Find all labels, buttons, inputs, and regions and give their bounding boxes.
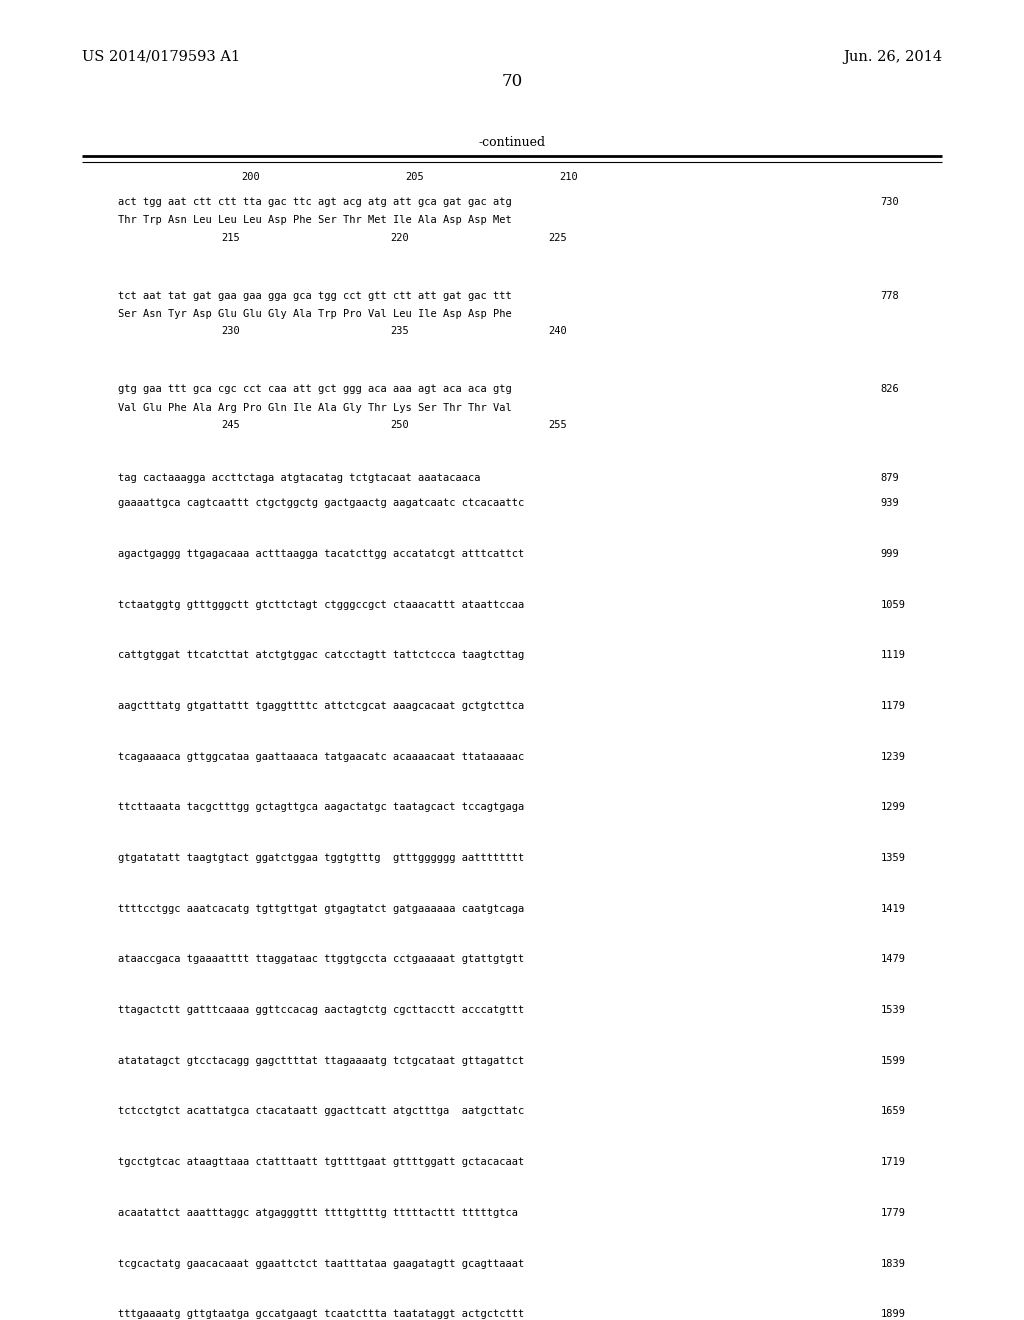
Text: 1119: 1119 [881, 651, 905, 660]
Text: ttcttaaata tacgctttgg gctagttgca aagactatgc taatagcact tccagtgaga: ttcttaaata tacgctttgg gctagttgca aagacta… [118, 803, 524, 812]
Text: tgcctgtcac ataagttaaa ctatttaatt tgttttgaat gttttggatt gctacacaat: tgcctgtcac ataagttaaa ctatttaatt tgttttg… [118, 1158, 524, 1167]
Text: 1359: 1359 [881, 853, 905, 863]
Text: 70: 70 [502, 74, 522, 90]
Text: 210: 210 [559, 172, 578, 182]
Text: 1719: 1719 [881, 1158, 905, 1167]
Text: 1839: 1839 [881, 1258, 905, 1269]
Text: ataaccgaca tgaaaatttt ttaggataac ttggtgccta cctgaaaaat gtattgtgtt: ataaccgaca tgaaaatttt ttaggataac ttggtgc… [118, 954, 524, 965]
Text: 1539: 1539 [881, 1005, 905, 1015]
Text: agactgaggg ttgagacaaa actttaagga tacatcttgg accatatcgt atttcattct: agactgaggg ttgagacaaa actttaagga tacatct… [118, 549, 524, 558]
Text: US 2014/0179593 A1: US 2014/0179593 A1 [82, 50, 240, 63]
Text: 826: 826 [881, 384, 899, 395]
Text: 220: 220 [390, 232, 409, 243]
Text: tag cactaaagga accttctaga atgtacatag tctgtacaat aaatacaaca: tag cactaaagga accttctaga atgtacatag tct… [118, 473, 480, 483]
Text: atatatagct gtcctacagg gagcttttat ttagaaaatg tctgcataat gttagattct: atatatagct gtcctacagg gagcttttat ttagaaa… [118, 1056, 524, 1065]
Text: 730: 730 [881, 197, 899, 207]
Text: ttttcctggc aaatcacatg tgttgttgat gtgagtatct gatgaaaaaa caatgtcaga: ttttcctggc aaatcacatg tgttgttgat gtgagta… [118, 904, 524, 913]
Text: tctaatggtg gtttgggctt gtcttctagt ctgggccgct ctaaacattt ataattccaa: tctaatggtg gtttgggctt gtcttctagt ctgggcc… [118, 599, 524, 610]
Text: 235: 235 [390, 326, 409, 337]
Text: 215: 215 [221, 232, 240, 243]
Text: 230: 230 [221, 326, 240, 337]
Text: 1659: 1659 [881, 1106, 905, 1117]
Text: aagctttatg gtgattattt tgaggttttc attctcgcat aaagcacaat gctgtcttca: aagctttatg gtgattattt tgaggttttc attctcg… [118, 701, 524, 711]
Text: tctcctgtct acattatgca ctacataatt ggacttcatt atgctttga  aatgcttatc: tctcctgtct acattatgca ctacataatt ggacttc… [118, 1106, 524, 1117]
Text: 1239: 1239 [881, 751, 905, 762]
Text: 1599: 1599 [881, 1056, 905, 1065]
Text: Thr Trp Asn Leu Leu Leu Asp Phe Ser Thr Met Ile Ala Asp Asp Met: Thr Trp Asn Leu Leu Leu Asp Phe Ser Thr … [118, 215, 512, 226]
Text: act tgg aat ctt ctt tta gac ttc agt acg atg att gca gat gac atg: act tgg aat ctt ctt tta gac ttc agt acg … [118, 197, 512, 207]
Text: tcagaaaaca gttggcataa gaattaaaca tatgaacatc acaaaacaat ttataaaaac: tcagaaaaca gttggcataa gaattaaaca tatgaac… [118, 751, 524, 762]
Text: 1479: 1479 [881, 954, 905, 965]
Text: 778: 778 [881, 290, 899, 301]
Text: Ser Asn Tyr Asp Glu Glu Gly Ala Trp Pro Val Leu Ile Asp Asp Phe: Ser Asn Tyr Asp Glu Glu Gly Ala Trp Pro … [118, 309, 512, 319]
Text: cattgtggat ttcatcttat atctgtggac catcctagtt tattctccca taagtcttag: cattgtggat ttcatcttat atctgtggac catccta… [118, 651, 524, 660]
Text: 225: 225 [549, 232, 567, 243]
Text: 999: 999 [881, 549, 899, 558]
Text: 1779: 1779 [881, 1208, 905, 1218]
Text: tttgaaaatg gttgtaatga gccatgaagt tcaatcttta taatataggt actgctcttt: tttgaaaatg gttgtaatga gccatgaagt tcaatct… [118, 1309, 524, 1319]
Text: tct aat tat gat gaa gaa gga gca tgg cct gtt ctt att gat gac ttt: tct aat tat gat gaa gaa gga gca tgg cct … [118, 290, 512, 301]
Text: ttagactctt gatttcaaaa ggttccacag aactagtctg cgcttacctt acccatgttt: ttagactctt gatttcaaaa ggttccacag aactagt… [118, 1005, 524, 1015]
Text: 245: 245 [221, 420, 240, 430]
Text: 250: 250 [390, 420, 409, 430]
Text: 1419: 1419 [881, 904, 905, 913]
Text: 200: 200 [242, 172, 260, 182]
Text: 1899: 1899 [881, 1309, 905, 1319]
Text: gtgatatatt taagtgtact ggatctggaa tggtgtttg  gtttgggggg aatttttttt: gtgatatatt taagtgtact ggatctggaa tggtgtt… [118, 853, 524, 863]
Text: gaaaattgca cagtcaattt ctgctggctg gactgaactg aagatcaatc ctcacaattc: gaaaattgca cagtcaattt ctgctggctg gactgaa… [118, 498, 524, 508]
Text: -continued: -continued [478, 136, 546, 149]
Text: 240: 240 [549, 326, 567, 337]
Text: 255: 255 [549, 420, 567, 430]
Text: 879: 879 [881, 473, 899, 483]
Text: tcgcactatg gaacacaaat ggaattctct taatttataa gaagatagtt gcagttaaat: tcgcactatg gaacacaaat ggaattctct taattta… [118, 1258, 524, 1269]
Text: 1059: 1059 [881, 599, 905, 610]
Text: 205: 205 [406, 172, 424, 182]
Text: 1179: 1179 [881, 701, 905, 711]
Text: 1299: 1299 [881, 803, 905, 812]
Text: Val Glu Phe Ala Arg Pro Gln Ile Ala Gly Thr Lys Ser Thr Thr Val: Val Glu Phe Ala Arg Pro Gln Ile Ala Gly … [118, 403, 512, 413]
Text: 939: 939 [881, 498, 899, 508]
Text: acaatattct aaatttaggc atgagggttt ttttgttttg tttttacttt tttttgtca: acaatattct aaatttaggc atgagggttt ttttgtt… [118, 1208, 518, 1218]
Text: Jun. 26, 2014: Jun. 26, 2014 [843, 50, 942, 63]
Text: gtg gaa ttt gca cgc cct caa att gct ggg aca aaa agt aca aca gtg: gtg gaa ttt gca cgc cct caa att gct ggg … [118, 384, 512, 395]
